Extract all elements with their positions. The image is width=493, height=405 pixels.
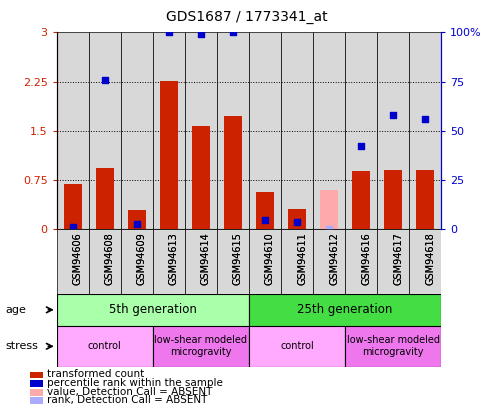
Bar	[160, 81, 177, 229]
Bar	[256, 192, 274, 229]
Text: value, Detection Call = ABSENT: value, Detection Call = ABSENT	[47, 387, 212, 396]
Bar	[352, 171, 370, 229]
Text: GSM94618: GSM94618	[425, 232, 435, 285]
Text: low-shear modeled
microgravity: low-shear modeled microgravity	[347, 335, 440, 357]
Text: percentile rank within the sample: percentile rank within the sample	[47, 378, 223, 388]
Text: GSM94617: GSM94617	[393, 232, 403, 285]
Bar	[30, 397, 43, 404]
Bar	[345, 326, 441, 367]
Bar	[121, 32, 153, 229]
Bar	[313, 229, 345, 294]
Point	[325, 226, 333, 232]
Bar	[30, 389, 43, 396]
Bar	[281, 229, 313, 294]
Text: GSM94610: GSM94610	[265, 232, 275, 285]
Point	[133, 221, 141, 228]
Bar	[153, 32, 185, 229]
Bar	[249, 326, 345, 367]
Text: control: control	[88, 341, 122, 351]
Text: GSM94616: GSM94616	[361, 232, 371, 285]
Text: GSM94612: GSM94612	[329, 232, 339, 285]
Point	[101, 77, 108, 83]
Bar	[345, 229, 377, 294]
Text: rank, Detection Call = ABSENT: rank, Detection Call = ABSENT	[47, 395, 207, 405]
Text: GSM94613: GSM94613	[169, 232, 179, 285]
Bar	[96, 168, 113, 229]
Bar	[417, 170, 434, 229]
Bar	[217, 32, 249, 229]
Bar	[249, 229, 281, 294]
Bar	[320, 190, 338, 229]
Text: transformed count: transformed count	[47, 369, 144, 379]
Point	[261, 217, 269, 224]
Bar	[313, 32, 345, 229]
Bar	[385, 170, 402, 229]
Text: GSM94610: GSM94610	[265, 232, 275, 285]
Bar	[89, 32, 121, 229]
Bar	[57, 326, 153, 367]
Text: GSM94616: GSM94616	[361, 232, 371, 285]
Point	[357, 143, 365, 149]
Point	[293, 219, 301, 226]
Bar	[224, 116, 242, 229]
Bar	[57, 32, 89, 229]
Text: GSM94611: GSM94611	[297, 232, 307, 285]
Bar	[409, 32, 441, 229]
Bar	[57, 294, 249, 326]
Bar	[185, 229, 217, 294]
Bar	[128, 211, 145, 229]
Text: GSM94608: GSM94608	[105, 232, 115, 285]
Text: GSM94606: GSM94606	[73, 232, 83, 285]
Bar	[121, 229, 153, 294]
Text: GSM94614: GSM94614	[201, 232, 211, 285]
Bar	[30, 380, 43, 387]
Bar	[249, 294, 441, 326]
Bar	[281, 32, 313, 229]
Text: GSM94618: GSM94618	[425, 232, 435, 285]
Bar	[153, 229, 185, 294]
Bar	[192, 126, 210, 229]
Point	[229, 29, 237, 36]
Text: control: control	[280, 341, 314, 351]
Bar	[89, 229, 121, 294]
Bar	[249, 32, 281, 229]
Text: stress: stress	[5, 341, 38, 351]
Point	[421, 116, 429, 123]
Text: GSM94617: GSM94617	[393, 232, 403, 285]
Bar	[57, 229, 89, 294]
Bar	[185, 32, 217, 229]
Bar	[377, 229, 409, 294]
Text: age: age	[5, 305, 26, 315]
Text: GSM94611: GSM94611	[297, 232, 307, 285]
Text: GSM94609: GSM94609	[137, 232, 147, 285]
Text: 25th generation: 25th generation	[297, 303, 393, 316]
Text: GSM94606: GSM94606	[73, 232, 83, 285]
Text: GDS1687 / 1773341_at: GDS1687 / 1773341_at	[166, 10, 327, 24]
Bar	[30, 372, 43, 379]
Point	[69, 224, 77, 230]
Bar	[345, 32, 377, 229]
Text: GSM94613: GSM94613	[169, 232, 179, 285]
Text: low-shear modeled
microgravity: low-shear modeled microgravity	[154, 335, 247, 357]
Text: GSM94612: GSM94612	[329, 232, 339, 285]
Text: GSM94615: GSM94615	[233, 232, 243, 285]
Bar	[409, 229, 441, 294]
Text: GSM94608: GSM94608	[105, 232, 115, 285]
Text: 5th generation: 5th generation	[109, 303, 197, 316]
Bar	[288, 209, 306, 229]
Point	[197, 31, 205, 38]
Point	[389, 112, 397, 119]
Point	[165, 29, 173, 36]
Text: GSM94615: GSM94615	[233, 232, 243, 285]
Text: GSM94609: GSM94609	[137, 232, 147, 285]
Bar	[64, 184, 81, 229]
Text: GSM94614: GSM94614	[201, 232, 211, 285]
Bar	[153, 326, 249, 367]
Bar	[217, 229, 249, 294]
Bar	[377, 32, 409, 229]
